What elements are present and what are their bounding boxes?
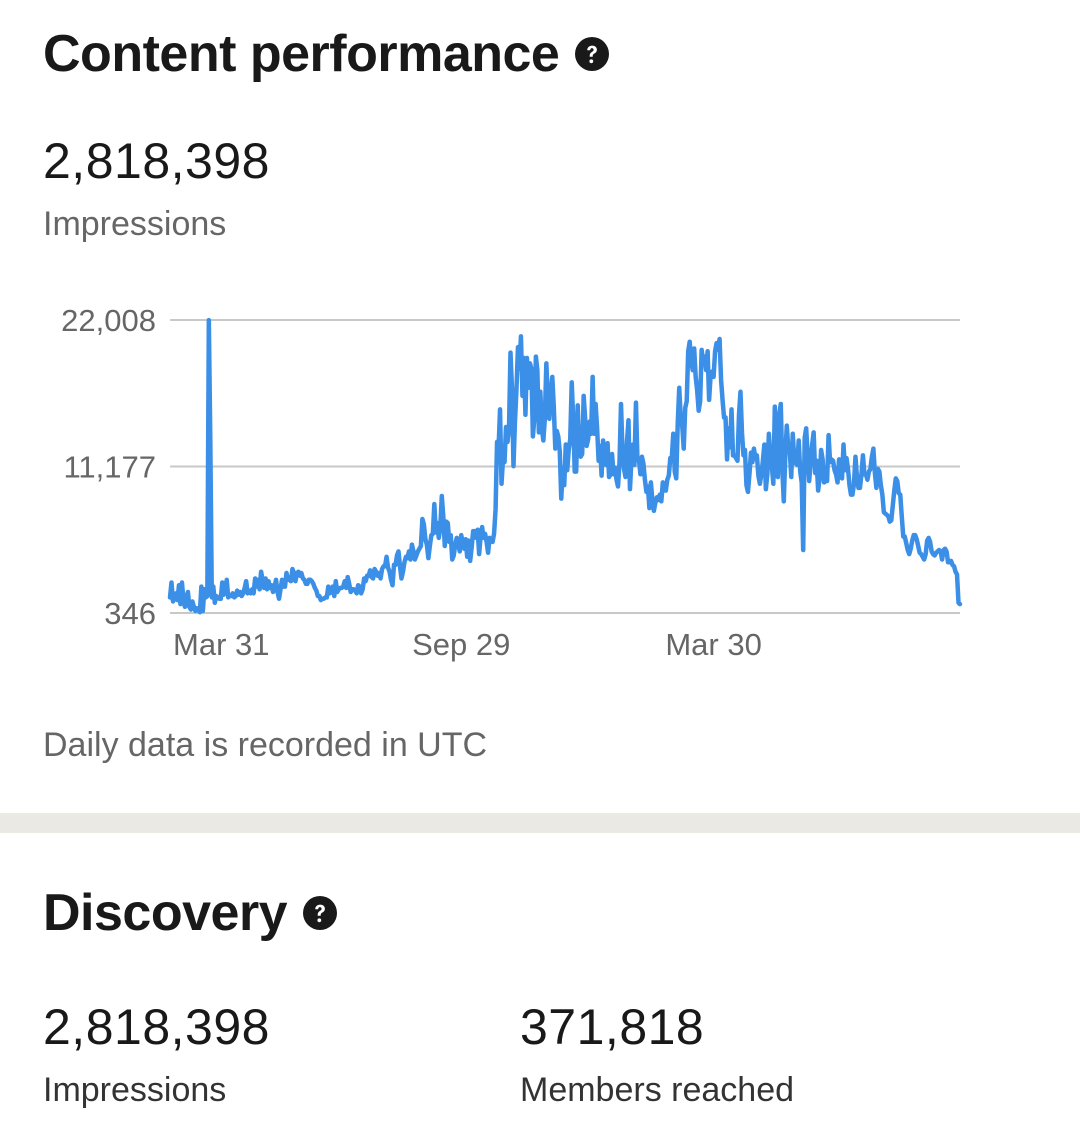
discovery-impressions-count: 2,818,398 xyxy=(43,999,270,1055)
members-reached-count: 371,818 xyxy=(520,999,705,1055)
y-tick-label: 11,177 xyxy=(63,450,156,485)
impressions-label: Impressions xyxy=(43,205,227,243)
section-divider xyxy=(0,813,1080,833)
y-axis-ticks: 346 11,177 22,008 xyxy=(61,303,156,631)
discovery-heading: Discovery xyxy=(43,883,338,943)
question-circle-icon[interactable] xyxy=(303,896,338,930)
x-axis-ticks: Mar 31 Sep 29 Mar 30 xyxy=(173,627,762,662)
y-tick-label: 22,008 xyxy=(61,303,156,338)
impressions-series-line xyxy=(167,317,963,615)
content-performance-card: Content performance 2,818,398 Impression… xyxy=(43,24,963,764)
discovery-card: Discovery 2,818,398 Impressions 371,818 … xyxy=(0,833,1080,1146)
y-tick-label: 346 xyxy=(104,596,156,631)
discovery-impressions-label: Impressions xyxy=(43,1071,227,1109)
discovery-title: Discovery xyxy=(43,884,288,942)
content-performance-heading: Content performance xyxy=(43,24,610,84)
members-reached-label: Members reached xyxy=(520,1071,795,1109)
x-tick-label: Mar 31 xyxy=(173,627,269,662)
question-circle-icon[interactable] xyxy=(575,37,610,71)
utc-footnote: Daily data is recorded in UTC xyxy=(43,726,488,764)
impressions-count: 2,818,398 xyxy=(43,133,270,189)
x-tick-label: Mar 30 xyxy=(665,627,761,662)
impressions-line-chart: 346 11,177 22,008 Mar 31 Sep 29 Mar 30 xyxy=(61,303,963,662)
content-performance-title: Content performance xyxy=(43,25,560,83)
x-tick-label: Sep 29 xyxy=(412,627,510,662)
